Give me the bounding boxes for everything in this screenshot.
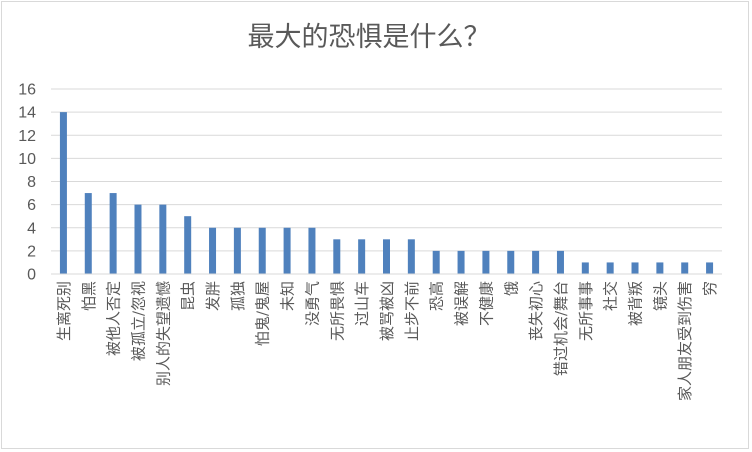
bar (556, 250, 564, 274)
bar (233, 227, 241, 274)
y-axis-ticks: 0 2 4 6 8 10 12 14 16 (18, 82, 36, 284)
x-tick-label: 别人的失望遗憾 (154, 281, 172, 386)
x-tick-label: 穷 (701, 281, 719, 296)
x-tick-label: 没勇气 (303, 281, 321, 326)
y-tick-label: 6 (27, 197, 36, 214)
x-tick-label: 被误解 (453, 281, 471, 326)
bar (184, 216, 192, 274)
bar (631, 262, 639, 274)
x-tick-label: 被孤立/忽视 (129, 281, 147, 361)
x-tick-label: 无所事事 (577, 281, 595, 341)
bar (606, 262, 614, 274)
bar (209, 227, 217, 274)
y-tick-label: 0 (27, 267, 36, 284)
bar (84, 193, 92, 274)
x-tick-label: 被他人否定 (105, 281, 123, 356)
x-tick-label: 生离死别 (55, 281, 73, 341)
y-tick-label: 4 (27, 220, 36, 237)
bar (59, 112, 67, 274)
bar (532, 250, 540, 274)
x-tick-label: 孤独 (229, 281, 247, 311)
x-tick-label: 被骂被凶 (378, 281, 396, 341)
bar (109, 193, 117, 274)
y-tick-label: 16 (18, 82, 36, 99)
x-tick-label: 饿 (502, 281, 520, 296)
x-tick-label: 发胖 (204, 281, 222, 311)
chart-title: 最大的恐惧是什么？ (248, 22, 491, 53)
y-tick-label: 8 (27, 174, 36, 191)
bar (159, 204, 167, 274)
x-tick-label: 止步不前 (403, 281, 421, 341)
bar (507, 250, 515, 274)
x-tick-label: 镜头 (651, 281, 669, 311)
x-tick-label: 恐高 (428, 281, 446, 311)
bar (706, 262, 714, 274)
bar (581, 262, 589, 274)
bar (656, 262, 664, 274)
x-tick-label: 无所畏惧 (328, 281, 346, 341)
bar (283, 227, 291, 274)
bar (308, 227, 316, 274)
x-tick-label: 被背叛 (627, 281, 645, 326)
bar (134, 204, 142, 274)
x-tick-label: 昆虫 (179, 281, 197, 311)
x-tick-label: 过山车 (353, 281, 371, 326)
y-tick-label: 10 (18, 151, 36, 168)
bar (383, 239, 390, 274)
x-axis-ticks: 生离死别 怕黑 被他人否定 被孤立/忽视 别人的失望遗憾 昆虫 发胖 孤独 怕鬼/鬼屋 未知 没勇气… (55, 281, 719, 401)
bar (482, 250, 490, 274)
y-tick-label: 14 (18, 105, 36, 122)
gridlines (51, 88, 722, 252)
x-tick-label: 家人朋友受到伤害 (676, 281, 694, 401)
bar (432, 250, 440, 274)
bars (59, 112, 714, 274)
y-tick-label: 2 (27, 243, 36, 260)
bar (358, 239, 366, 274)
x-tick-label: 不健康 (477, 281, 495, 326)
y-tick-label: 12 (18, 128, 36, 145)
x-tick-label: 社交 (602, 281, 620, 311)
x-tick-label: 怕鬼/鬼屋 (254, 281, 272, 346)
x-tick-label: 错过机会/舞台 (552, 281, 570, 376)
x-tick-label: 未知 (279, 281, 297, 311)
x-tick-label: 丧失初心 (527, 281, 545, 341)
bar (457, 250, 465, 274)
x-tick-label: 怕黑 (80, 281, 98, 311)
bar (407, 239, 415, 274)
bar (681, 262, 689, 274)
bar (333, 239, 341, 274)
bar (258, 227, 266, 274)
